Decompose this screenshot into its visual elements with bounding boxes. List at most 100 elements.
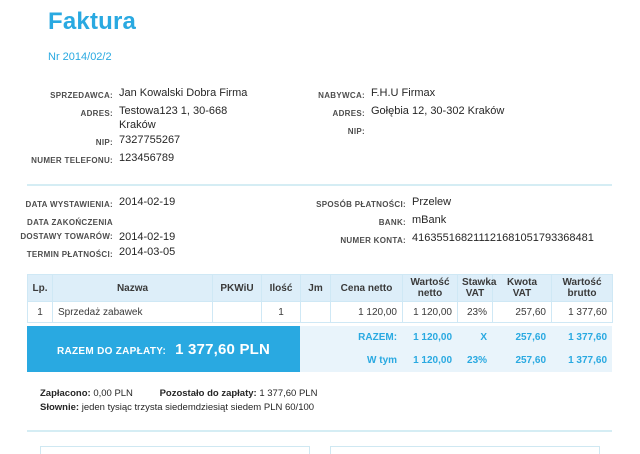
issue-date: 2014-02-19: [119, 196, 176, 208]
seller-block: SPRZEDAWCA: Jan Kowalski Dobra Firma ADR…: [0, 86, 310, 169]
seller-address-row: ADRES: Testowa123 1, 30-668 Kraków: [0, 104, 310, 132]
details-section: DATA WYSTAWIENIA: 2014-02-19 DATA ZAKOŃC…: [0, 195, 640, 263]
summary-razem-netto: 1 120,00: [402, 326, 458, 349]
seller-address-line1: Testowa123 1, 30-668: [119, 105, 228, 117]
col-header-wartosc-netto: Wartość netto: [402, 274, 458, 302]
seller-phone-label: NUMER TELEFONU:: [31, 156, 113, 165]
buyer-label: NABYWCA:: [318, 91, 365, 100]
page-title: Faktura: [48, 8, 137, 35]
dates-block: DATA WYSTAWIENIA: 2014-02-19 DATA ZAKOŃC…: [0, 195, 310, 263]
delivery-date: 2014-02-19: [119, 231, 176, 243]
in-words-value: jeden tysiąc trzysta siedemdziesiąt sied…: [81, 402, 315, 413]
signatures-section: imię, nazwisko i podpis osoby upoważnion…: [40, 446, 600, 454]
cell-lp: 1: [27, 301, 53, 323]
table-row: 1 Sprzedaż zabawek 1 1 120,00 1 120,00 2…: [27, 301, 613, 323]
due-date: 2014-03-05: [119, 246, 176, 258]
issue-date-label: DATA WYSTAWIENIA:: [25, 200, 113, 209]
buyer-name-row: NABYWCA: F.H.U Firmax: [310, 86, 640, 103]
cell-stawka-vat: 23%: [457, 301, 493, 323]
delivery-date-label: DATA ZAKOŃCZENIA DOSTAWY TOWARÓW:: [20, 218, 113, 241]
seller-address-line2: Kraków: [119, 119, 156, 131]
account-label: NUMER KONTA:: [340, 236, 406, 245]
cell-jm: [300, 301, 331, 323]
col-header-pkwiu: PKWiU: [212, 274, 262, 302]
summary-wtym-row: W tym 1 120,00 23% 257,60 1 377,60: [27, 349, 613, 372]
summary-razem-kwota-vat: 257,60: [492, 326, 552, 349]
payment-status-block: Zapłacono: 0,00 PLN Pozostało do zapłaty…: [40, 387, 640, 415]
col-header-ilosc: Ilość: [261, 274, 301, 302]
items-table: Lp. Nazwa PKWiU Ilość Jm Cena netto Wart…: [27, 274, 613, 323]
section-divider-top: [27, 184, 612, 186]
delivery-date-row: DATA ZAKOŃCZENIA DOSTAWY TOWARÓW: 2014-0…: [0, 213, 310, 244]
col-header-stawka-vat: Stawka VAT: [457, 274, 496, 302]
bank-label: BANK:: [378, 218, 406, 227]
seller-label: SPRZEDAWCA:: [50, 91, 113, 100]
seller-nip: 7327755267: [119, 134, 181, 146]
total-due-label: RAZEM DO ZAPŁATY:: [56, 345, 167, 357]
col-header-wartosc-brutto: Wartość brutto: [551, 274, 613, 302]
summary-wtym-label: W tym: [300, 349, 403, 372]
summary-table: RAZEM DO ZAPŁATY: 1 377,60 PLN RAZEM: 1 1…: [27, 326, 613, 372]
payment-method-row: SPOSÓB PŁATNOŚCI: Przelew: [310, 195, 640, 212]
buyer-address-row: ADRES: Gołębia 12, 30-302 Kraków: [310, 104, 640, 121]
cell-cena-netto: 1 120,00: [330, 301, 403, 323]
buyer-address-label: ADRES:: [332, 109, 365, 118]
seller-nip-label: NIP:: [95, 138, 113, 147]
seller-nip-row: NIP: 7327755267: [0, 133, 310, 150]
remaining-label: Pozostało do zapłaty:: [159, 388, 257, 399]
seller-phone-row: NUMER TELEFONU: 123456789: [0, 151, 310, 168]
summary-razem-label: RAZEM:: [300, 326, 403, 349]
paid-line: Zapłacono: 0,00 PLN Pozostało do zapłaty…: [40, 387, 640, 401]
invoice-number: Nr 2014/02/2: [48, 51, 112, 63]
buyer-block: NABYWCA: F.H.U Firmax ADRES: Gołębia 12,…: [310, 86, 640, 169]
summary-razem-row: RAZEM DO ZAPŁATY: 1 377,60 PLN RAZEM: 1 1…: [27, 326, 613, 372]
seller-address-label: ADRES:: [80, 109, 113, 118]
buyer-address: Gołębia 12, 30-302 Kraków: [371, 105, 505, 117]
account-row: NUMER KONTA: 416355168211121681051793368…: [310, 231, 640, 248]
cell-kwota-vat: 257,60: [492, 301, 552, 323]
col-header-lp: Lp.: [27, 274, 53, 302]
seller-phone: 123456789: [119, 152, 175, 164]
seller-name-row: SPRZEDAWCA: Jan Kowalski Dobra Firma: [0, 86, 310, 103]
in-words-line: Słownie: jeden tysiąc trzysta siedemdzie…: [40, 401, 640, 415]
buyer-nip-label: NIP:: [347, 127, 365, 136]
buyer-name: F.H.U Firmax: [371, 87, 436, 99]
paid-label: Zapłacono:: [40, 388, 91, 399]
col-header-cena-netto: Cena netto: [330, 274, 403, 302]
total-due-bar: RAZEM DO ZAPŁATY: 1 377,60 PLN: [27, 326, 301, 372]
summary-wtym-brutto: 1 377,60: [551, 349, 613, 372]
parties-section: SPRZEDAWCA: Jan Kowalski Dobra Firma ADR…: [0, 86, 640, 169]
cell-pkwiu: [212, 301, 262, 323]
col-header-kwota-vat: Kwota VAT: [492, 274, 552, 302]
summary-wtym-kwota-vat: 257,60: [492, 349, 552, 372]
col-header-jm: Jm: [300, 274, 331, 302]
cell-wartosc-netto: 1 120,00: [402, 301, 458, 323]
cell-ilosc: 1: [261, 301, 301, 323]
paid-value: 0,00 PLN: [93, 388, 133, 399]
signature-box-receiver: imię, nazwisko i podpis osoby upoważnion…: [40, 446, 310, 454]
section-divider-bottom: [27, 430, 612, 432]
seller-address: Testowa123 1, 30-668 Kraków: [113, 104, 227, 132]
total-due-value: 1 377,60 PLN: [175, 340, 271, 358]
summary-wtym-stawka: 23%: [457, 349, 493, 372]
cell-wartosc-brutto: 1 377,60: [551, 301, 613, 323]
buyer-nip-row: NIP:: [310, 122, 640, 139]
signature-box-issuer: Janek Kowalski imię, nazwisko i podpis o…: [330, 446, 600, 454]
bank-row: BANK: mBank: [310, 213, 640, 230]
bank-name: mBank: [412, 214, 447, 226]
payment-method-label: SPOSÓB PŁATNOŚCI:: [316, 200, 406, 209]
cell-nazwa: Sprzedaż zabawek: [52, 301, 213, 323]
in-words-label: Słownie:: [40, 402, 80, 413]
col-header-nazwa: Nazwa: [52, 274, 213, 302]
remaining-value: 1 377,60 PLN: [259, 388, 318, 399]
payment-block: SPOSÓB PŁATNOŚCI: Przelew BANK: mBank NU…: [310, 195, 640, 263]
summary-razem-stawka: X: [457, 326, 493, 349]
account-number: 416355168211121681051793368481: [412, 232, 594, 244]
issue-date-row: DATA WYSTAWIENIA: 2014-02-19: [0, 195, 310, 212]
summary-wtym-netto: 1 120,00: [402, 349, 458, 372]
items-header-row: Lp. Nazwa PKWiU Ilość Jm Cena netto Wart…: [27, 274, 613, 302]
summary-razem-brutto: 1 377,60: [551, 326, 613, 349]
payment-method: Przelew: [412, 196, 452, 208]
due-date-row: TERMIN PŁATNOŚCI: 2014-03-05: [0, 245, 310, 262]
